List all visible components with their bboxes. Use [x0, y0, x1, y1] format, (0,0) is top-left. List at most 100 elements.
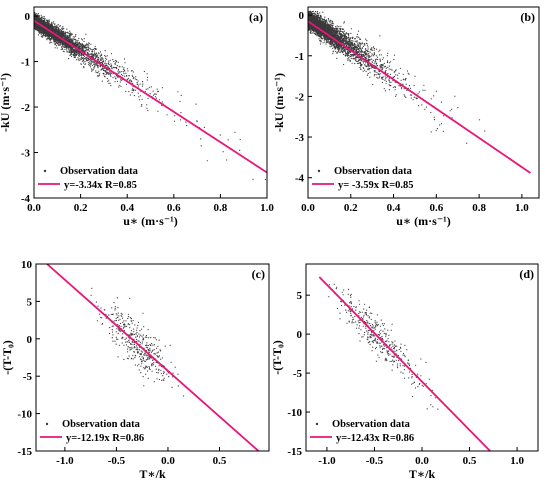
- observation-point: [66, 49, 68, 51]
- observation-point: [97, 67, 99, 69]
- observation-point: [364, 69, 366, 71]
- observation-point: [86, 44, 88, 46]
- observation-point: [106, 71, 108, 73]
- y-tick-label: 0: [25, 11, 31, 23]
- observation-point: [51, 29, 53, 31]
- observation-point: [121, 66, 123, 68]
- observation-point: [58, 25, 61, 27]
- observation-point: [87, 49, 89, 51]
- observation-point: [66, 35, 68, 38]
- observation-point: [117, 70, 119, 72]
- observation-point: [80, 48, 82, 50]
- observation-point: [82, 62, 85, 64]
- x-tick-label: 0.2: [74, 202, 88, 214]
- observation-point: [106, 63, 108, 65]
- observation-point: [69, 33, 71, 35]
- observation-point: [392, 76, 395, 78]
- observation-point: [47, 27, 49, 29]
- observation-point: [137, 85, 139, 87]
- observation-point: [49, 42, 51, 44]
- observation-point: [51, 25, 53, 27]
- legend-label-fit: y=-3.34x R=0.85: [64, 180, 137, 191]
- observation-point: [51, 36, 53, 39]
- observation-point: [91, 55, 93, 57]
- observation-point: [66, 28, 68, 30]
- observation-point: [38, 27, 40, 29]
- observation-point: [43, 22, 46, 24]
- observation-point: [44, 32, 46, 34]
- observation-point: [79, 54, 81, 57]
- observation-point: [147, 109, 149, 112]
- observation-point: [137, 92, 139, 94]
- observation-point: [119, 66, 121, 68]
- chart-panel-a: 0.0 0.2 0.4 0.6 0.8 1.00-1-2-3-4(a)u∗ (m·s⁻¹)…: [0, 6, 274, 228]
- observation-point: [61, 35, 63, 37]
- observation-point: [134, 89, 137, 91]
- observation-point: [326, 21, 328, 24]
- observation-point: [54, 24, 56, 26]
- observation-point: [84, 46, 87, 48]
- observation-point: [69, 30, 71, 32]
- observation-point: [440, 101, 443, 103]
- observation-point: [67, 38, 69, 40]
- observation-point: [388, 89, 391, 91]
- observation-point: [44, 18, 46, 20]
- observation-point: [50, 22, 53, 24]
- observation-point: [391, 69, 393, 71]
- observation-point: [85, 59, 88, 61]
- observation-point: [161, 87, 164, 89]
- observation-point: [402, 83, 404, 85]
- observation-point: [196, 120, 198, 122]
- observation-point: [94, 45, 96, 47]
- observation-point: [127, 77, 129, 79]
- observation-point: [389, 81, 391, 83]
- observation-point: [49, 39, 51, 41]
- observation-point: [51, 24, 53, 26]
- observation-point: [47, 21, 49, 23]
- observation-point: [67, 34, 69, 37]
- observation-point: [93, 52, 96, 54]
- observation-point: [56, 38, 58, 40]
- observation-point: [56, 28, 58, 30]
- observation-point: [92, 60, 94, 63]
- observation-point: [35, 14, 37, 16]
- observation-point: [111, 73, 113, 75]
- observation-point: [40, 26, 43, 28]
- observation-point: [49, 27, 51, 29]
- observation-point: [55, 36, 57, 38]
- observation-point: [128, 75, 130, 77]
- observation-point: [111, 64, 113, 66]
- observation-point: [54, 31, 56, 33]
- observation-point: [150, 86, 152, 88]
- observation-point: [91, 69, 93, 71]
- observation-point: [61, 30, 63, 32]
- observation-point: [42, 16, 44, 18]
- observation-point: [41, 32, 43, 34]
- observation-point: [379, 49, 381, 51]
- observation-point: [70, 33, 73, 35]
- observation-point: [359, 45, 361, 47]
- observation-point: [99, 54, 101, 56]
- observation-point: [46, 33, 48, 35]
- observation-point: [54, 47, 56, 49]
- legend-label-observation: Observation data: [60, 166, 139, 177]
- observation-point: [95, 48, 97, 50]
- observation-point: [79, 45, 81, 47]
- observation-point: [48, 20, 50, 23]
- observation-point: [71, 38, 73, 40]
- observation-point: [104, 76, 106, 78]
- observation-point: [76, 59, 78, 61]
- observation-point: [129, 79, 131, 81]
- observation-point: [128, 91, 130, 93]
- observation-point: [66, 37, 68, 39]
- observation-point: [131, 89, 133, 91]
- observation-point: [79, 59, 81, 61]
- observation-point: [72, 54, 74, 56]
- observation-point: [71, 33, 73, 35]
- observation-point: [106, 77, 108, 80]
- observation-point: [68, 58, 70, 60]
- observation-point: [115, 59, 117, 62]
- observation-point: [61, 33, 63, 35]
- observation-point: [104, 50, 106, 52]
